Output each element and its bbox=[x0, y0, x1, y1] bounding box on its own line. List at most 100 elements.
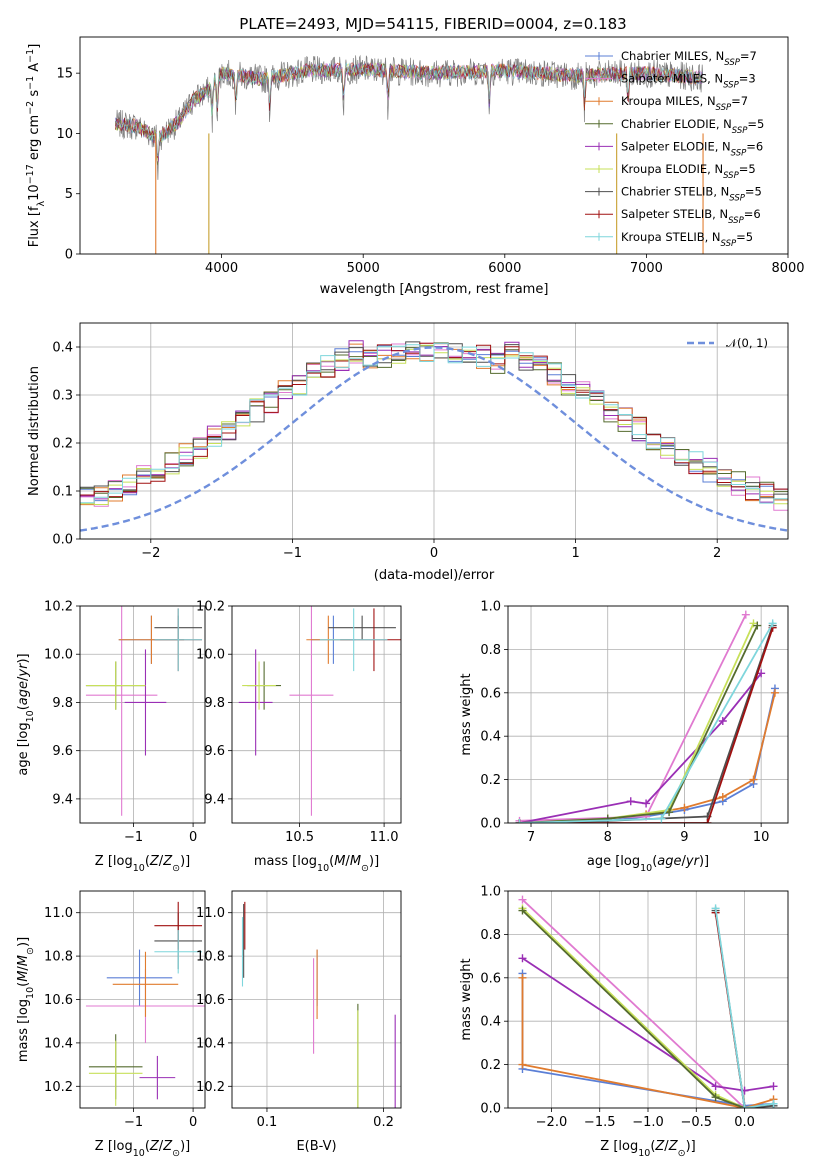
x-tick-label: −1.0 bbox=[632, 1115, 664, 1130]
y-tick-label: 10.4 bbox=[44, 1036, 73, 1051]
legend-entry: Kroupa MILES, NSSP=7 bbox=[621, 94, 748, 113]
label-part: M bbox=[334, 854, 345, 869]
y-tick-label: 0.4 bbox=[480, 1015, 501, 1030]
label-part: E(B-V) bbox=[296, 1139, 336, 1154]
y-tick-label: 0.8 bbox=[480, 643, 501, 658]
plot-area bbox=[238, 606, 401, 816]
legend-entry: Chabrier ELODIE, NSSP=5 bbox=[621, 117, 764, 136]
label-part: Z bbox=[149, 1139, 160, 1154]
label-part: Z bbox=[162, 854, 173, 869]
y-tick-label: 9.4 bbox=[204, 792, 225, 807]
label-part: yr bbox=[685, 854, 701, 869]
label-part: )] bbox=[180, 854, 190, 869]
panel-mass-ebv: 0.1 0.2 10.2 10.4 10.6 10.8 11.0 E(B-V) bbox=[196, 890, 402, 1154]
label-part: M bbox=[16, 955, 31, 966]
legend-name: Kroupa ELODIE, N bbox=[621, 162, 723, 176]
weight-point-marker bbox=[642, 799, 651, 808]
weight-line bbox=[521, 977, 774, 1108]
x-tick-label: 0.1 bbox=[257, 1115, 278, 1130]
label-part: Z bbox=[654, 1139, 665, 1154]
legend-name: Chabrier MILES, N bbox=[621, 49, 724, 63]
label-part: mass [log bbox=[254, 854, 317, 869]
y-tick-label: 0.4 bbox=[52, 341, 73, 356]
y-tick-label: 10.2 bbox=[196, 1080, 225, 1095]
legend-subscript: SSP bbox=[724, 58, 740, 68]
weight-point-marker bbox=[515, 819, 524, 823]
legend-entry: Kroupa STELIB, NSSP=5 bbox=[621, 230, 753, 249]
y-tick-label: 10.0 bbox=[44, 648, 73, 663]
y-tick-label: 5 bbox=[65, 187, 73, 202]
x-axis-label: (data-model)/error bbox=[374, 568, 495, 583]
y-tick-label: 10.6 bbox=[44, 993, 73, 1008]
y-tick-label: 0.1 bbox=[52, 485, 73, 500]
y-tick-label: 1.0 bbox=[480, 600, 501, 615]
x-tick-label: −2.0 bbox=[536, 1115, 568, 1130]
figure-title: PLATE=2493, MJD=54115, FIBERID=0004, z=0… bbox=[239, 15, 626, 33]
label-part: 10 bbox=[640, 863, 652, 874]
x-tick-label: −0.5 bbox=[680, 1115, 712, 1130]
legend-count: =7 bbox=[731, 94, 748, 108]
x-tick-label: 9 bbox=[680, 830, 688, 845]
legend-name: Kroupa MILES, N bbox=[621, 94, 716, 108]
label-part: / bbox=[16, 676, 31, 681]
legend-name: Chabrier ELODIE, N bbox=[621, 117, 732, 131]
axes-frame bbox=[79, 890, 206, 1109]
y-tick-label: 10.6 bbox=[196, 993, 225, 1008]
legend-entry: 𝒩(0, 1) bbox=[726, 336, 768, 350]
weight-point-marker bbox=[768, 619, 777, 628]
legend-count: =6 bbox=[746, 139, 763, 153]
legend-entry: Chabrier MILES, NSSP=7 bbox=[621, 49, 757, 68]
label-part: )] bbox=[16, 653, 31, 663]
legend-entry: Chabrier STELIB, NSSP=5 bbox=[621, 185, 762, 204]
panel-mass-metallicity: −1 010.210.410.610.811.0Z [log10(Z/Z⊙)]ma… bbox=[16, 890, 206, 1159]
y-axis-label: mass weight bbox=[459, 673, 474, 755]
label-part: Flux [f bbox=[27, 206, 42, 247]
weight-point-marker bbox=[753, 621, 762, 630]
label-part: age [log bbox=[587, 854, 640, 869]
weight-point-marker bbox=[518, 906, 527, 915]
y-tick-label: 10.2 bbox=[44, 600, 73, 615]
x-tick-label: 6000 bbox=[488, 261, 521, 276]
weight-point-marker bbox=[769, 1082, 778, 1091]
x-axis-label: mass [log10(M/M⊙)] bbox=[254, 854, 379, 874]
label-part: ⊙ bbox=[678, 1148, 686, 1159]
weight-point-marker bbox=[741, 610, 750, 619]
x-axis-label: age [log10(age/yr)] bbox=[587, 854, 709, 874]
label-part: A bbox=[27, 63, 42, 76]
y-tick-label: 0.3 bbox=[52, 389, 73, 404]
plot-area bbox=[85, 901, 205, 1106]
weight-point-marker bbox=[626, 797, 635, 806]
legend-count: =5 bbox=[745, 185, 762, 199]
label-part: / bbox=[159, 1139, 164, 1154]
axes-frame bbox=[231, 605, 402, 824]
label-part: ( bbox=[652, 854, 657, 869]
panel-residuals: −2 −1 0 1 2 0.0 0.1 0.2 0.3 0.4 𝒩(0, 1) (data-model… bbox=[27, 322, 789, 583]
axes-frame bbox=[79, 36, 789, 255]
label-part: ( bbox=[16, 982, 31, 987]
y-tick-label: 10.4 bbox=[196, 1036, 225, 1051]
y-tick-label: 11.0 bbox=[196, 906, 225, 921]
y-tick-label: 9.6 bbox=[204, 744, 225, 759]
label-part: Z [log bbox=[600, 1139, 638, 1154]
label-part: −17 bbox=[25, 164, 36, 184]
label-part: / bbox=[664, 1139, 669, 1154]
label-part: ( bbox=[650, 1139, 655, 1154]
weight-line bbox=[521, 907, 745, 1108]
x-tick-label: −1.5 bbox=[584, 1115, 616, 1130]
weight-point-marker bbox=[711, 904, 720, 913]
weight-point-marker bbox=[740, 1104, 749, 1108]
x-tick-label: 5000 bbox=[347, 261, 380, 276]
label-part: Z bbox=[162, 1139, 173, 1154]
normal-curve bbox=[80, 346, 788, 532]
label-part: ⊙ bbox=[25, 947, 36, 955]
label-part: Z bbox=[668, 1139, 679, 1154]
legend-entry: Salpeter ELODIE, NSSP=6 bbox=[621, 139, 763, 158]
legend-subscript: SSP bbox=[729, 194, 745, 204]
weight-line bbox=[519, 614, 747, 822]
weight-point-marker bbox=[518, 895, 527, 904]
label-part: ( bbox=[145, 854, 150, 869]
legend-name: Chabrier STELIB, N bbox=[621, 185, 729, 199]
x-tick-label: 0.2 bbox=[373, 1115, 394, 1130]
panel-spectrum: 4000 5000 6000 7000 8000 0 5 10 15 wavelength [An… bbox=[25, 36, 805, 297]
plot-area bbox=[115, 54, 704, 254]
